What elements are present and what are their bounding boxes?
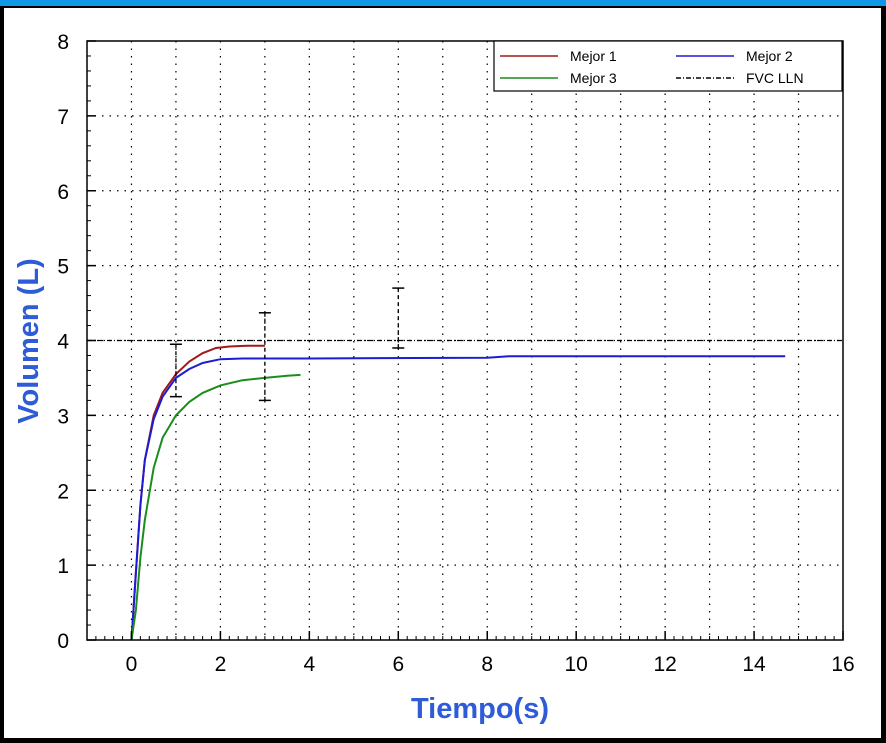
x-tick-label: 6 [392,653,404,676]
series-line-mejor-1 [132,346,265,640]
x-tick-label: 16 [831,653,854,676]
legend-label: FVC LLN [746,70,804,86]
x-tick-label: 14 [742,653,766,676]
y-tick-label: 4 [57,331,69,354]
x-tick-label: 10 [564,653,587,676]
x-axis-title: Tiempo(s) [411,693,549,725]
series-line-mejor-3 [132,375,301,640]
x-tick-label: 8 [481,653,493,676]
y-tick-label: 0 [57,630,69,653]
legend-label: Mejor 2 [746,48,793,64]
series-line-mejor-2 [132,356,786,640]
legend-label: Mejor 1 [570,48,617,64]
y-tick-label: 5 [57,256,69,279]
y-tick-label: 3 [57,405,69,428]
y-tick-label: 6 [57,181,69,204]
x-tick-label: 4 [304,653,316,676]
legend: Mejor 1 Mejor 2 Mejor 3 FVC LLN [494,41,842,91]
y-tick-label: 1 [57,555,69,578]
y-tick-label: 2 [57,480,69,503]
series-layer [132,346,786,640]
y-tick-label: 8 [57,31,69,54]
x-tick-label: 2 [215,653,227,676]
legend-label: Mejor 3 [570,70,617,86]
x-tick-label: 0 [126,653,138,676]
y-axis-title: Volumen (L) [13,258,45,423]
x-tick-label: 12 [653,653,676,676]
y-tick-label: 7 [57,106,69,129]
error-bars [170,288,404,400]
